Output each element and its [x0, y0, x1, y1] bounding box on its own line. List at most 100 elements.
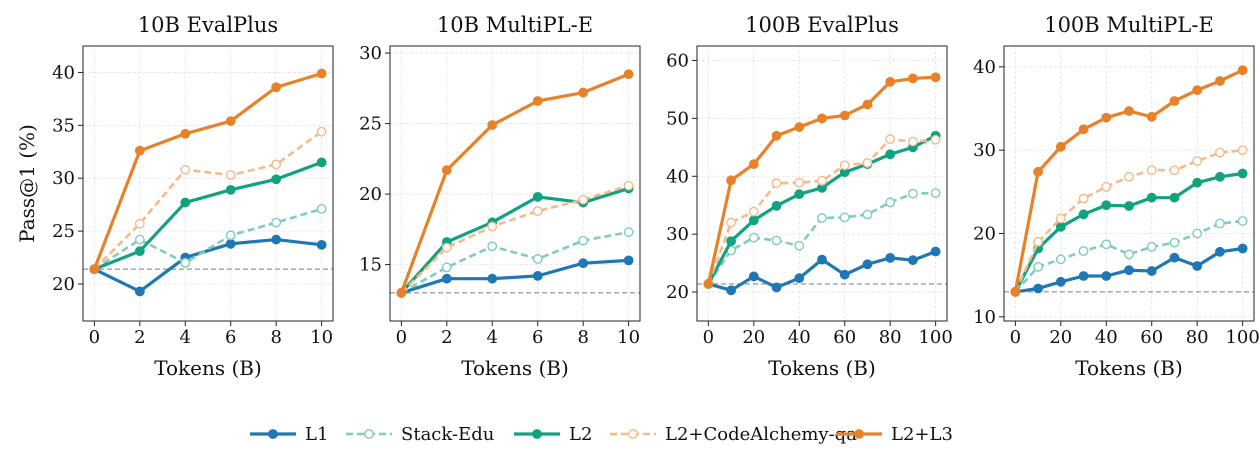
data-point — [1101, 271, 1112, 281]
data-point — [726, 217, 736, 228]
data-point — [930, 246, 941, 257]
x-tick-label: 0 — [1010, 327, 1021, 348]
data-point — [817, 175, 827, 186]
series-line — [92, 71, 323, 270]
data-point — [726, 175, 736, 186]
legend-label: L2+CodeAlchemy-qa — [665, 424, 857, 445]
data-point — [862, 158, 873, 168]
data-point — [1237, 243, 1248, 254]
data-point — [908, 136, 918, 147]
series-line — [707, 137, 936, 285]
plot-area — [83, 46, 333, 321]
data-point — [1010, 286, 1021, 297]
y-tick-label: 60 — [666, 50, 689, 71]
data-point — [623, 69, 634, 80]
data-point — [532, 254, 543, 264]
series-l2-l3 — [703, 72, 941, 289]
data-point — [89, 264, 100, 275]
data-point — [1101, 181, 1112, 192]
data-point — [1192, 177, 1203, 188]
data-point — [180, 128, 191, 139]
data-point — [1169, 96, 1180, 106]
data-point — [839, 160, 850, 171]
legend: L1 Stack-Edu L2 L2+CodeAlchemy-qa L2+L3 — [250, 424, 953, 445]
data-point — [771, 235, 782, 246]
data-point — [1033, 261, 1043, 272]
y-tick-label: 20 — [973, 224, 996, 245]
data-point — [271, 234, 282, 245]
data-point — [1101, 112, 1112, 123]
x-tick-label: 0 — [396, 327, 407, 348]
panel-title: 10B MultiPL-E — [437, 13, 593, 37]
data-point — [794, 273, 805, 284]
data-point — [1101, 200, 1112, 211]
data-point — [1146, 111, 1157, 122]
series-l2-l3 — [396, 69, 634, 298]
data-point — [862, 99, 873, 110]
data-point — [908, 73, 918, 84]
panel-title: 10B EvalPlus — [138, 13, 278, 37]
data-point — [1146, 266, 1157, 276]
data-point — [1237, 168, 1248, 179]
series-line — [93, 130, 323, 271]
data-point — [1215, 218, 1225, 229]
data-point — [1124, 171, 1134, 182]
data-point — [794, 240, 805, 251]
series-line — [1014, 219, 1243, 293]
y-tick-label: 40 — [973, 57, 996, 78]
plot-frame — [82, 45, 334, 322]
data-point — [794, 189, 805, 200]
data-point — [885, 134, 896, 145]
x-axis-label: Tokens (B) — [154, 356, 262, 380]
data-point — [771, 282, 782, 293]
legend-item-l1: L1 — [250, 424, 328, 445]
series-line — [400, 258, 629, 295]
data-point — [623, 255, 634, 266]
data-point — [1215, 76, 1225, 86]
data-point — [134, 145, 145, 156]
data-point — [271, 174, 282, 185]
data-point — [726, 236, 736, 247]
plot-area — [1004, 46, 1254, 321]
data-point — [271, 159, 282, 170]
x-tick-label: 10 — [617, 327, 640, 348]
data-point — [748, 232, 759, 243]
data-point — [441, 242, 452, 253]
panel-3: 0 20 40 60 80 100 20 30 40 50 60 100B EvalPlus Token… — [666, 13, 953, 380]
data-point — [623, 180, 634, 191]
data-point — [839, 110, 850, 121]
series-l2-l3 — [1010, 65, 1248, 297]
data-point — [748, 159, 759, 170]
data-point — [1237, 65, 1248, 76]
data-point — [1146, 241, 1157, 252]
data-point — [794, 177, 805, 188]
x-tick-label: 0 — [89, 327, 100, 348]
y-tick-label: 20 — [666, 282, 689, 303]
x-tick-label: 6 — [225, 327, 236, 348]
x-tick-label: 60 — [1140, 327, 1163, 348]
x-axis-label: Tokens (B) — [768, 356, 876, 380]
data-point — [316, 203, 327, 214]
y-tick-label: 10 — [973, 307, 996, 328]
data-point — [817, 254, 827, 265]
data-point — [1192, 261, 1203, 271]
data-point — [441, 165, 452, 176]
y-tick-label: 20 — [359, 184, 382, 205]
data-point — [1169, 252, 1180, 263]
data-point — [839, 269, 850, 280]
y-tick-label: 30 — [666, 224, 689, 245]
data-point — [180, 257, 191, 268]
data-point — [1078, 246, 1089, 256]
panel-4: 0 20 40 60 80 100 10 20 30 40 100B MultiPL-E Tokens… — [973, 13, 1260, 380]
x-tick-label: 8 — [270, 327, 281, 348]
data-point — [885, 149, 896, 160]
data-point — [771, 178, 782, 189]
data-point — [862, 209, 873, 220]
data-point — [1192, 228, 1203, 239]
data-point — [885, 76, 896, 87]
x-tick-label: 8 — [577, 327, 588, 348]
series-line — [93, 207, 323, 271]
panel-2: 0 2 4 6 8 10 15 20 25 30 10B MultiPL-E Tokens (B) — [359, 13, 641, 380]
data-point — [1078, 271, 1089, 281]
data-point — [578, 194, 589, 205]
